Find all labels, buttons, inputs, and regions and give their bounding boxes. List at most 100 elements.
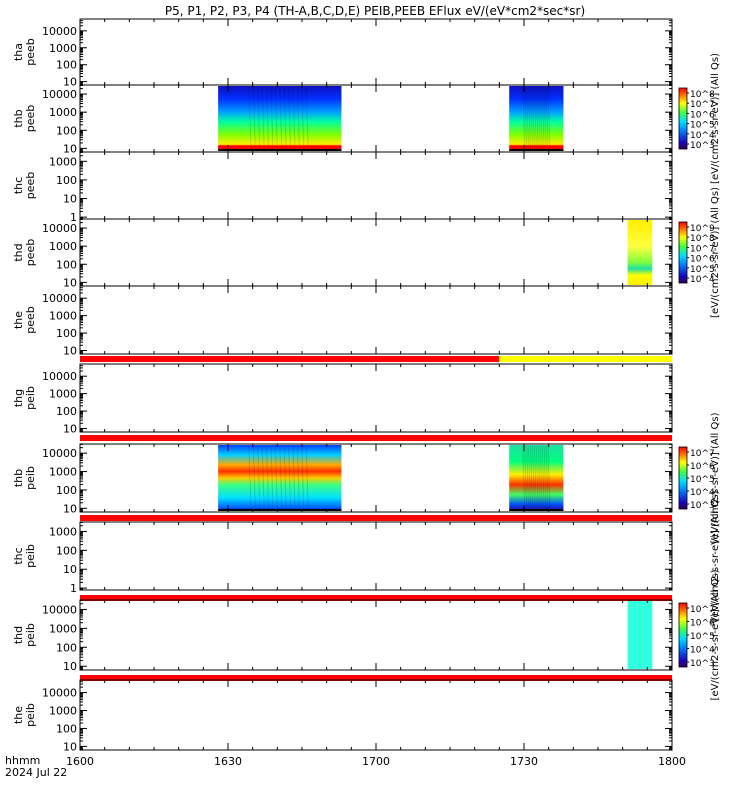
spectrogram-striation xyxy=(530,86,534,151)
colorbar-tick-label: 10^5 xyxy=(690,632,715,642)
panel-thb-peib: 10000 1000 100 10 thb peib 10^7 10^6 10^5 10^4 10^… xyxy=(12,412,721,543)
spectrogram-striation xyxy=(296,445,300,511)
colorbar-tick-label: 10^7 xyxy=(690,244,715,254)
spectrogram-striation xyxy=(292,86,296,151)
y-tick-label: 1 xyxy=(70,211,77,224)
panel-label-probe: thb xyxy=(12,109,25,127)
x-tick-label: 1800 xyxy=(658,755,686,768)
panel-label-probe: tha xyxy=(12,43,25,61)
panel-frame xyxy=(79,285,673,355)
y-tick-label: 10 xyxy=(63,423,77,436)
y-tick-label: 10 xyxy=(63,660,77,673)
colorbar-tick-label: 10^4 xyxy=(690,646,715,656)
spectrogram-striation xyxy=(526,445,530,511)
spectrogram-striation xyxy=(541,86,545,151)
panel-the-peeb: 10000 1000 100 10 the peeb xyxy=(12,285,673,362)
spectrogram-striation xyxy=(537,86,541,151)
colorbar-tick-label: 10^6 xyxy=(690,619,715,629)
spectrogram-striation xyxy=(279,445,283,511)
flag-bar-segment xyxy=(80,675,672,681)
x-tick-label: 1600 xyxy=(66,755,94,768)
y-tick-label: 10 xyxy=(63,276,77,289)
spectrogram-striation xyxy=(305,445,309,511)
flag-bar-segment xyxy=(499,356,672,362)
panel-frame xyxy=(79,443,673,513)
y-tick-label: 10 xyxy=(63,502,77,515)
colorbar-tick-label: 10^5 xyxy=(690,121,715,131)
colorbar-tick-label: 10^3 xyxy=(690,659,715,669)
colorbar-tick-label: 10^6 xyxy=(690,110,715,120)
panel-thc-peib: 1000 100 10 1 thc peib [eV/(cm2-s-sr-eV)] (All… xyxy=(12,490,721,621)
colorbar-tick-label: 10^4 xyxy=(690,131,715,141)
y-tick-label: 1000 xyxy=(49,466,77,479)
spectrogram-striation xyxy=(301,445,305,511)
y-tick-label: 1000 xyxy=(49,42,77,55)
x-tick-label: 1730 xyxy=(510,755,538,768)
colorbar-tick-label: 10^6 xyxy=(690,255,715,265)
spectrogram-striation xyxy=(248,445,252,511)
panel-label-instrument: peeb xyxy=(24,172,37,200)
spectrogram-block xyxy=(509,86,564,151)
y-tick-label: 100 xyxy=(56,59,77,72)
y-tick-label: 10 xyxy=(63,345,77,358)
spectrogram-striation xyxy=(270,445,274,511)
panel-frame xyxy=(79,679,673,751)
y-tick-label: 1 xyxy=(70,582,77,595)
spectrogram-block xyxy=(218,86,342,151)
spectrogram-striation xyxy=(543,86,547,151)
spectrogram-striation xyxy=(279,86,283,151)
panel-label-instrument: peib xyxy=(24,623,37,647)
spectrogram-striation xyxy=(266,445,270,511)
y-tick-label: 1000 xyxy=(49,240,77,253)
flag-bar-segment xyxy=(80,595,672,601)
spectrogram-striation xyxy=(261,445,265,511)
colorbar-tick-label: 10^9 xyxy=(690,224,715,234)
colorbar xyxy=(678,87,688,150)
spectrogram-striation xyxy=(524,86,528,151)
y-tick-label: 100 xyxy=(56,327,77,340)
panel-label-instrument: peeb xyxy=(24,306,37,334)
x-axis-label-hhmm: hhmm xyxy=(5,754,40,767)
spectrogram-striation xyxy=(541,445,545,511)
spectrogram-striation xyxy=(533,86,537,151)
y-tick-label: 100 xyxy=(56,124,77,137)
spectrogram-striation xyxy=(526,86,530,151)
spectrogram-striation xyxy=(522,445,526,511)
y-tick-label: 1000 xyxy=(49,622,77,635)
panel-label-probe: the xyxy=(12,706,25,724)
x-tick-label: 1700 xyxy=(362,755,390,768)
x-axis-label-date: 2024 Jul 22 xyxy=(5,766,67,779)
panel-tha-peeb: 10000 1000 100 10 tha peeb xyxy=(12,18,673,89)
spectrogram-striation xyxy=(288,445,292,511)
panel-frame xyxy=(79,218,673,287)
spectrogram-striation xyxy=(522,86,526,151)
spectrogram-striation xyxy=(283,86,287,151)
y-tick-label: 100 xyxy=(56,722,77,735)
spectrogram-striation xyxy=(545,445,549,511)
spectrogram-striation xyxy=(257,445,261,511)
spectrogram-striation xyxy=(301,86,305,151)
panel-the-peib: 10000 1000 100 10 the peib xyxy=(12,679,673,753)
colorbar-tick-label: 10^4 xyxy=(690,275,715,285)
spectrogram-striation xyxy=(292,445,296,511)
colorbar-label: [eV/(cm2-s-sr-eV)] (All Qs) xyxy=(710,187,721,318)
flag-bar-segment xyxy=(80,515,672,521)
y-tick-label: 10000 xyxy=(42,687,77,700)
spectrogram-striation xyxy=(547,86,551,151)
colorbar-tick-label: 10^5 xyxy=(690,475,715,485)
panel-label-probe: thc xyxy=(12,177,25,194)
spectrogram-striation xyxy=(266,86,270,151)
y-tick-label: 10000 xyxy=(42,603,77,616)
panel-frame xyxy=(79,84,673,153)
spectrogram-striation xyxy=(537,445,541,511)
y-tick-label: 100 xyxy=(56,544,77,557)
y-tick-label: 100 xyxy=(56,484,77,497)
colorbar-tick-label: 10^7 xyxy=(690,449,715,459)
y-tick-label: 100 xyxy=(56,641,77,654)
spectrogram-striation xyxy=(545,86,549,151)
spectrogram-striation xyxy=(531,445,535,511)
spectrogram-block xyxy=(218,445,342,511)
y-tick-label: 1000 xyxy=(49,705,77,718)
